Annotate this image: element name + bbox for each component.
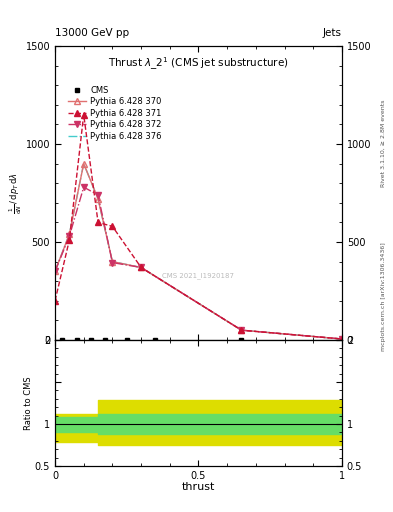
Pythia 6.428 370	[110, 259, 115, 265]
Pythia 6.428 371	[67, 237, 72, 243]
Text: 13000 GeV pp: 13000 GeV pp	[55, 28, 129, 38]
Pythia 6.428 371	[81, 112, 86, 118]
Pythia 6.428 372	[110, 260, 115, 266]
Text: Jets: Jets	[323, 28, 342, 38]
Line: Pythia 6.428 370: Pythia 6.428 370	[52, 161, 345, 342]
Line: Pythia 6.428 372: Pythia 6.428 372	[52, 184, 345, 342]
Text: Thrust $\lambda\_2^1$ (CMS jet substructure): Thrust $\lambda\_2^1$ (CMS jet substruct…	[108, 55, 289, 72]
Pythia 6.428 372	[239, 327, 244, 333]
Pythia 6.428 372	[67, 233, 72, 239]
Pythia 6.428 370	[67, 231, 72, 237]
Pythia 6.428 372	[340, 336, 344, 342]
Legend: CMS, Pythia 6.428 370, Pythia 6.428 371, Pythia 6.428 372, Pythia 6.428 376: CMS, Pythia 6.428 370, Pythia 6.428 371,…	[68, 86, 162, 140]
Pythia 6.428 372	[81, 184, 86, 190]
Y-axis label: $\frac{1}{\mathrm{d}N}\,/\,\mathrm{d}p_T\,\mathrm{d}\lambda$: $\frac{1}{\mathrm{d}N}\,/\,\mathrm{d}p_T…	[8, 172, 24, 214]
Text: mcplots.cern.ch [arXiv:1306.3436]: mcplots.cern.ch [arXiv:1306.3436]	[381, 243, 386, 351]
Pythia 6.428 370	[139, 264, 143, 270]
Pythia 6.428 372	[53, 268, 57, 274]
Line: Pythia 6.428 371: Pythia 6.428 371	[52, 112, 345, 342]
Pythia 6.428 371	[53, 297, 57, 304]
Pythia 6.428 370	[96, 196, 101, 202]
Pythia 6.428 371	[110, 223, 115, 229]
Pythia 6.428 370	[53, 268, 57, 274]
Pythia 6.428 372	[96, 192, 101, 198]
Pythia 6.428 370	[81, 161, 86, 167]
Y-axis label: Ratio to CMS: Ratio to CMS	[24, 376, 33, 430]
Pythia 6.428 370	[239, 327, 244, 333]
Pythia 6.428 371	[96, 219, 101, 225]
Pythia 6.428 371	[139, 264, 143, 270]
Pythia 6.428 370	[340, 336, 344, 342]
X-axis label: thrust: thrust	[182, 482, 215, 492]
Pythia 6.428 371	[340, 336, 344, 342]
Pythia 6.428 372	[139, 264, 143, 270]
Pythia 6.428 371	[239, 327, 244, 333]
Text: CMS 2021_I1920187: CMS 2021_I1920187	[162, 272, 235, 279]
Text: Rivet 3.1.10, ≥ 2.8M events: Rivet 3.1.10, ≥ 2.8M events	[381, 100, 386, 187]
